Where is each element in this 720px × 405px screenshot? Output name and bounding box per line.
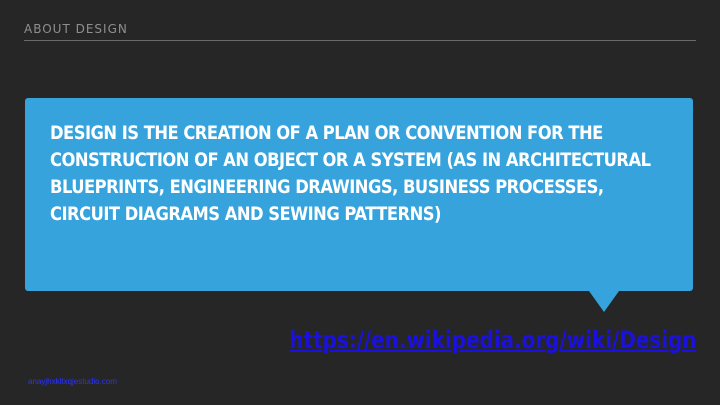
header-divider <box>24 40 696 41</box>
source-link[interactable]: https://en.wikipedia.org/wiki/Design <box>288 326 696 354</box>
footer-link[interactable]: anayjhxkltxqjestudio.com <box>28 377 117 386</box>
quote-callout: DESIGN IS THE CREATION OF A PLAN OR CONV… <box>25 98 693 291</box>
slide-title: ABOUT DESIGN <box>24 22 128 36</box>
callout-pointer <box>589 291 619 312</box>
design-definition-text: DESIGN IS THE CREATION OF A PLAN OR CONV… <box>50 122 651 225</box>
